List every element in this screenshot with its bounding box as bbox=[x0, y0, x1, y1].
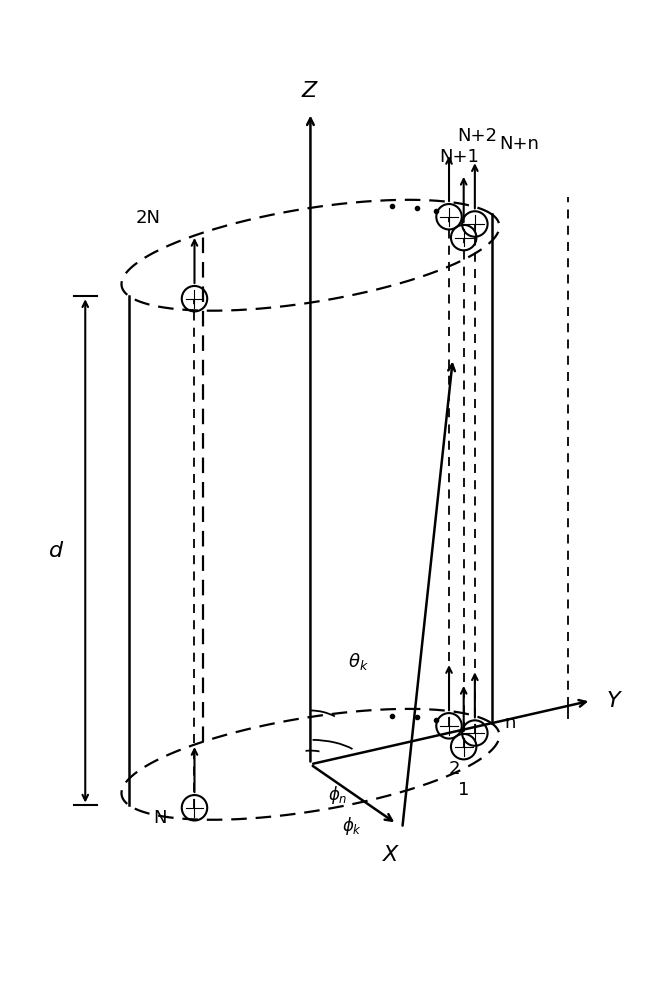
Text: $\phi_n$: $\phi_n$ bbox=[328, 784, 348, 806]
Text: $Y$: $Y$ bbox=[606, 691, 623, 711]
Text: 1: 1 bbox=[458, 781, 469, 799]
Text: N+2: N+2 bbox=[457, 127, 497, 145]
Text: $\phi_k$: $\phi_k$ bbox=[342, 815, 362, 837]
Text: $X$: $X$ bbox=[383, 845, 401, 865]
Text: 2N: 2N bbox=[136, 209, 160, 227]
Text: $\theta_k$: $\theta_k$ bbox=[348, 651, 368, 672]
Text: N: N bbox=[153, 809, 167, 827]
Text: $d$: $d$ bbox=[48, 541, 63, 561]
Text: 2: 2 bbox=[448, 760, 459, 778]
Text: N+1: N+1 bbox=[439, 148, 479, 166]
Text: $Z$: $Z$ bbox=[301, 81, 319, 101]
Text: N+n: N+n bbox=[499, 135, 539, 153]
Text: n: n bbox=[504, 714, 516, 732]
